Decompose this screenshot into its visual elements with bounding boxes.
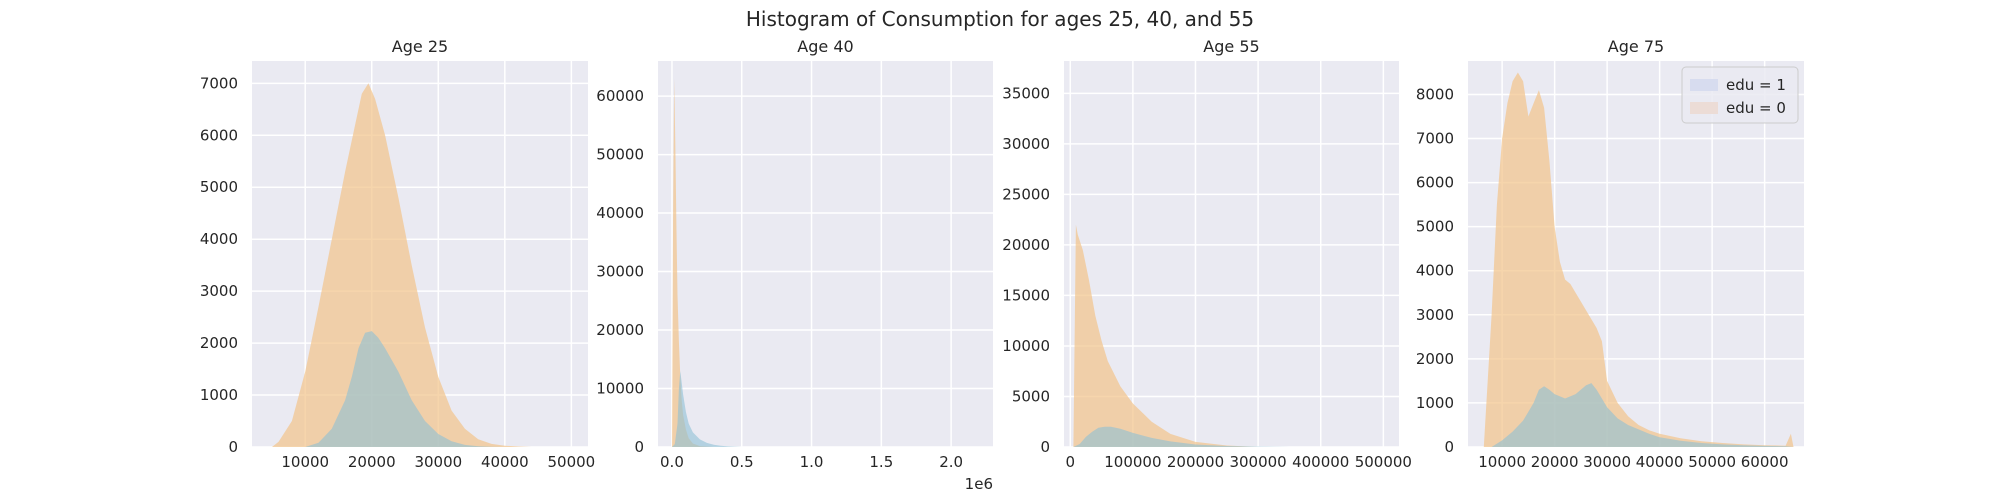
series-area-edu1 — [1073, 426, 1290, 447]
y-tick-label: 3000 — [1416, 306, 1454, 324]
x-tick-label: 40000 — [481, 453, 529, 471]
x-tick-label: 30000 — [414, 453, 462, 471]
y-tick-label: 40000 — [596, 204, 644, 222]
y-tick-label: 25000 — [1002, 185, 1050, 203]
x-tick-label: 0 — [1065, 453, 1075, 471]
figure-title: Histogram of Consumption for ages 25, 40… — [746, 7, 1254, 31]
x-tick-label: 20000 — [1531, 453, 1579, 471]
y-tick-label: 20000 — [1002, 236, 1050, 254]
y-tick-label: 2000 — [1416, 350, 1454, 368]
panel-4: Age 75 10000 20000 30000 40000 50000 60000 0 100… — [1416, 37, 1804, 471]
y-tick-label: 30000 — [596, 263, 644, 281]
x-tick-label: 1.0 — [800, 453, 824, 471]
y-tick-label: 3000 — [200, 282, 238, 300]
x-tick-label: 200000 — [1167, 453, 1224, 471]
x-tick-label: 0.0 — [660, 453, 684, 471]
y-tick-label: 35000 — [1002, 84, 1050, 102]
y-tick-label: 50000 — [596, 146, 644, 164]
y-tick-label: 5000 — [1012, 387, 1050, 405]
panel-title: Age 40 — [797, 37, 853, 56]
y-tick-label: 5000 — [200, 178, 238, 196]
y-tick-label: 4000 — [200, 230, 238, 248]
panel-1: Age 25 10000 20000 30000 40000 50000 0 1000 2000… — [200, 37, 595, 471]
y-tick-label: 8000 — [1416, 85, 1454, 103]
y-tick-label: 0 — [1040, 438, 1050, 456]
y-tick-label: 10000 — [1002, 337, 1050, 355]
legend-swatch — [1690, 79, 1718, 91]
y-tick-label: 15000 — [1002, 286, 1050, 304]
y-tick-label: 1000 — [1416, 394, 1454, 412]
y-tick-label: 7000 — [200, 74, 238, 92]
x-tick-label: 30000 — [1583, 453, 1631, 471]
x-offset-label: 1e6 — [965, 475, 993, 493]
y-tick-label: 10000 — [596, 380, 644, 398]
panel-3: Age 55 0 100000 200000 300000 400000 500000 0 50… — [1002, 37, 1412, 471]
series-area-edu0 — [272, 83, 532, 448]
x-tick-label: 10000 — [1478, 453, 1526, 471]
x-tick-label: 10000 — [281, 453, 329, 471]
series-area-edu1 — [672, 371, 742, 447]
x-tick-label: 50000 — [1688, 453, 1736, 471]
series-area-edu0 — [672, 78, 714, 447]
plot-area — [1064, 61, 1399, 447]
series-area-edu0 — [1073, 224, 1259, 447]
panel-title: Age 25 — [392, 37, 448, 56]
y-tick-label: 60000 — [596, 87, 644, 105]
x-tick-label: 2.0 — [939, 453, 963, 471]
y-tick-label: 20000 — [596, 321, 644, 339]
x-tick-label: 20000 — [348, 453, 396, 471]
x-tick-label: 60000 — [1741, 453, 1789, 471]
y-tick-label: 2000 — [200, 334, 238, 352]
series-area-edu1 — [305, 331, 505, 447]
y-tick-label: 1000 — [200, 386, 238, 404]
x-tick-label: 100000 — [1104, 453, 1161, 471]
y-tick-label: 0 — [228, 438, 238, 456]
y-tick-label: 6000 — [1416, 174, 1454, 192]
y-tick-label: 5000 — [1416, 218, 1454, 236]
x-tick-label: 0.5 — [730, 453, 754, 471]
x-tick-label: 50000 — [548, 453, 596, 471]
y-tick-label: 0 — [634, 438, 644, 456]
x-tick-label: 400000 — [1292, 453, 1349, 471]
panel-title: Age 75 — [1608, 37, 1664, 56]
x-tick-label: 40000 — [1636, 453, 1684, 471]
plot-area — [658, 61, 993, 447]
y-tick-label: 6000 — [200, 126, 238, 144]
x-tick-label: 500000 — [1355, 453, 1412, 471]
panel-title: Age 55 — [1203, 37, 1259, 56]
legend-swatch — [1690, 102, 1718, 114]
y-tick-label: 4000 — [1416, 262, 1454, 280]
x-tick-label: 1.5 — [869, 453, 893, 471]
x-tick-label: 300000 — [1229, 453, 1286, 471]
series-area-edu1 — [1491, 383, 1794, 447]
series-area-edu0 — [1483, 72, 1794, 447]
y-tick-label: 7000 — [1416, 130, 1454, 148]
y-tick-label: 30000 — [1002, 135, 1050, 153]
panel-2: Age 40 0.0 0.5 1.0 1.5 2.0 0 10000 20000 30000 400… — [596, 37, 993, 493]
legend: edu = 1 edu = 0 — [1681, 66, 1799, 124]
legend-label: edu = 0 — [1726, 99, 1786, 117]
y-tick-label: 0 — [1444, 438, 1454, 456]
legend-label: edu = 1 — [1726, 76, 1786, 94]
